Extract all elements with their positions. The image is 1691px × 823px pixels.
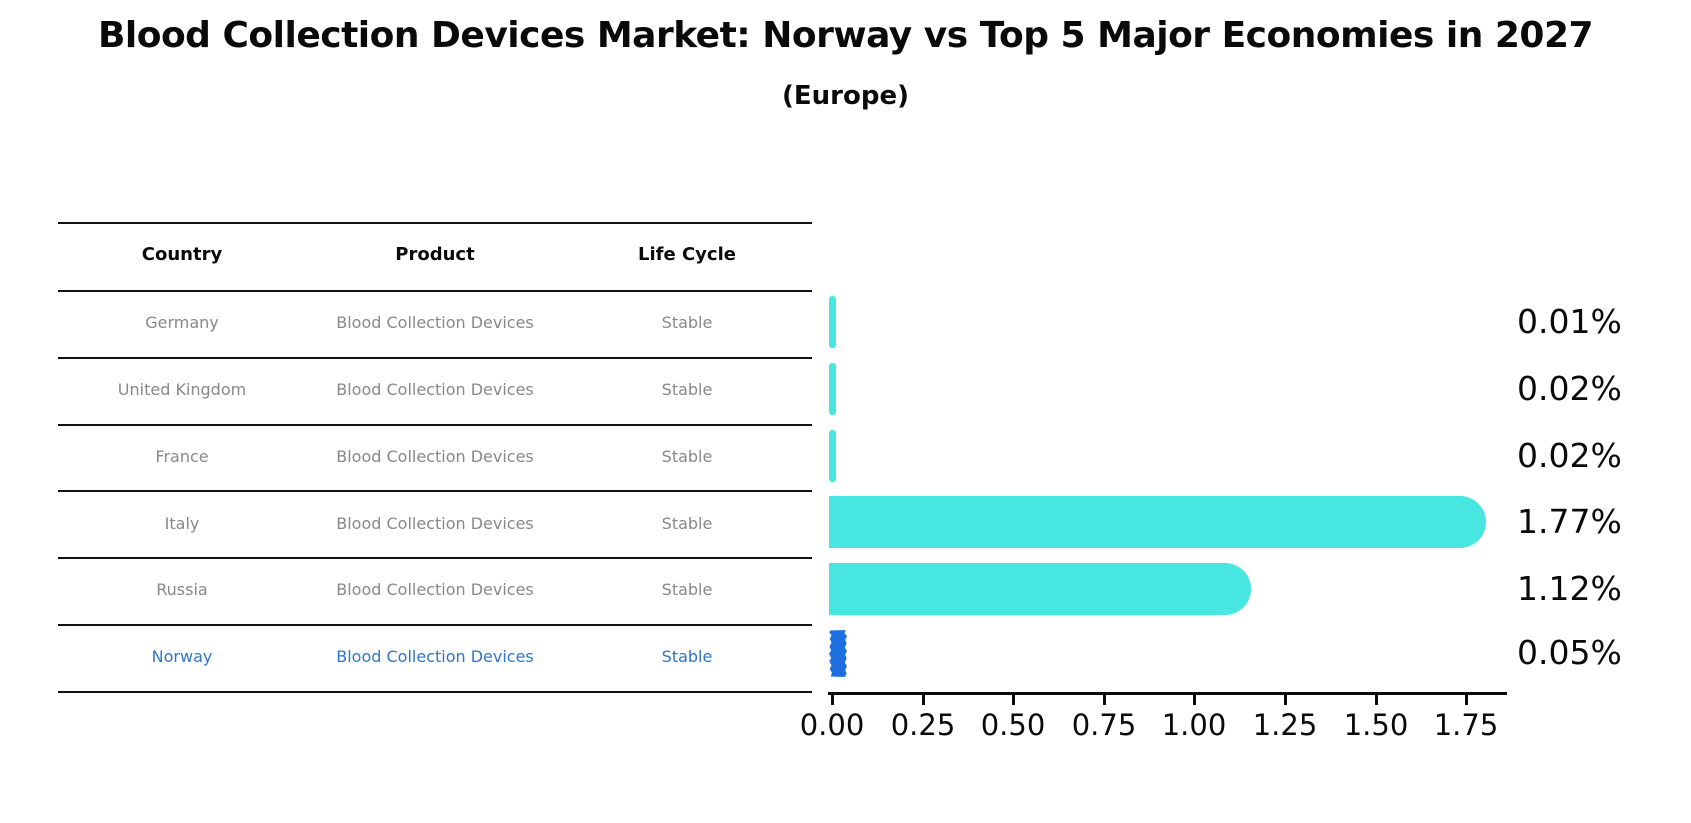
table-rule: [58, 290, 812, 292]
bar-russia: [829, 563, 1251, 615]
x-axis-tick-label: 0.00: [799, 708, 865, 742]
x-axis-tick: [1103, 694, 1106, 705]
column-header-product: Product: [395, 244, 475, 265]
x-axis-tick: [1465, 694, 1468, 705]
bar-france: [829, 430, 836, 482]
cell-life-cycle: Stable: [661, 514, 713, 533]
cell-life-cycle: Stable: [661, 580, 713, 599]
x-axis-tick-label: 1.75: [1433, 708, 1499, 742]
x-axis-tick-label: 0.75: [1071, 708, 1137, 742]
cell-product: Blood Collection Devices: [336, 380, 534, 399]
cell-product: Blood Collection Devices: [336, 514, 534, 533]
value-label-france: 0.02%: [1517, 436, 1622, 475]
x-axis-tick-label: 1.25: [1252, 708, 1318, 742]
cell-life-cycle: Stable: [661, 447, 713, 466]
cell-product: Blood Collection Devices: [336, 580, 534, 599]
bar-germany: [829, 296, 836, 348]
table-rule: [58, 557, 812, 559]
cell-country: Germany: [145, 313, 219, 332]
x-axis-tick: [922, 694, 925, 705]
cell-product: Blood Collection Devices: [336, 313, 534, 332]
table-rule: [58, 490, 812, 492]
cell-country: Italy: [164, 514, 200, 533]
table-rule: [58, 691, 812, 693]
x-axis-tick: [831, 694, 834, 705]
table-rule: [58, 222, 812, 224]
table-rule: [58, 624, 812, 626]
chart-subtitle: (Europe): [782, 81, 909, 111]
bar-norway: [829, 630, 847, 677]
value-label-italy: 1.77%: [1517, 502, 1622, 541]
cell-country: Norway: [151, 647, 213, 666]
table-rule: [58, 424, 812, 426]
table-rule: [58, 357, 812, 359]
cell-life-cycle: Stable: [661, 313, 713, 332]
x-axis-tick: [1375, 694, 1378, 705]
bar-italy: [829, 496, 1486, 548]
column-header-life-cycle: Life Cycle: [638, 244, 736, 265]
cell-product: Blood Collection Devices: [336, 447, 534, 466]
cell-product: Blood Collection Devices: [336, 647, 534, 666]
value-label-united-kingdom: 0.02%: [1517, 369, 1622, 408]
x-axis-tick: [1284, 694, 1287, 705]
bar-united-kingdom: [829, 363, 836, 415]
x-axis-tick-label: 0.25: [890, 708, 956, 742]
cell-country: United Kingdom: [117, 380, 247, 399]
value-label-russia: 1.12%: [1517, 569, 1622, 608]
x-axis-tick-label: 1.00: [1161, 708, 1227, 742]
chart-title: Blood Collection Devices Market: Norway …: [97, 15, 1594, 56]
value-label-germany: 0.01%: [1517, 302, 1622, 341]
cell-country: Russia: [156, 580, 208, 599]
x-axis: [828, 692, 1507, 695]
cell-country: France: [155, 447, 209, 466]
cell-life-cycle: Stable: [661, 647, 713, 666]
x-axis-tick: [1193, 694, 1196, 705]
value-label-norway: 0.05%: [1517, 633, 1622, 672]
x-axis-tick-label: 1.50: [1343, 708, 1409, 742]
column-header-country: Country: [141, 244, 223, 265]
x-axis-tick-label: 0.50: [980, 708, 1046, 742]
x-axis-tick: [1012, 694, 1015, 705]
cell-life-cycle: Stable: [661, 380, 713, 399]
